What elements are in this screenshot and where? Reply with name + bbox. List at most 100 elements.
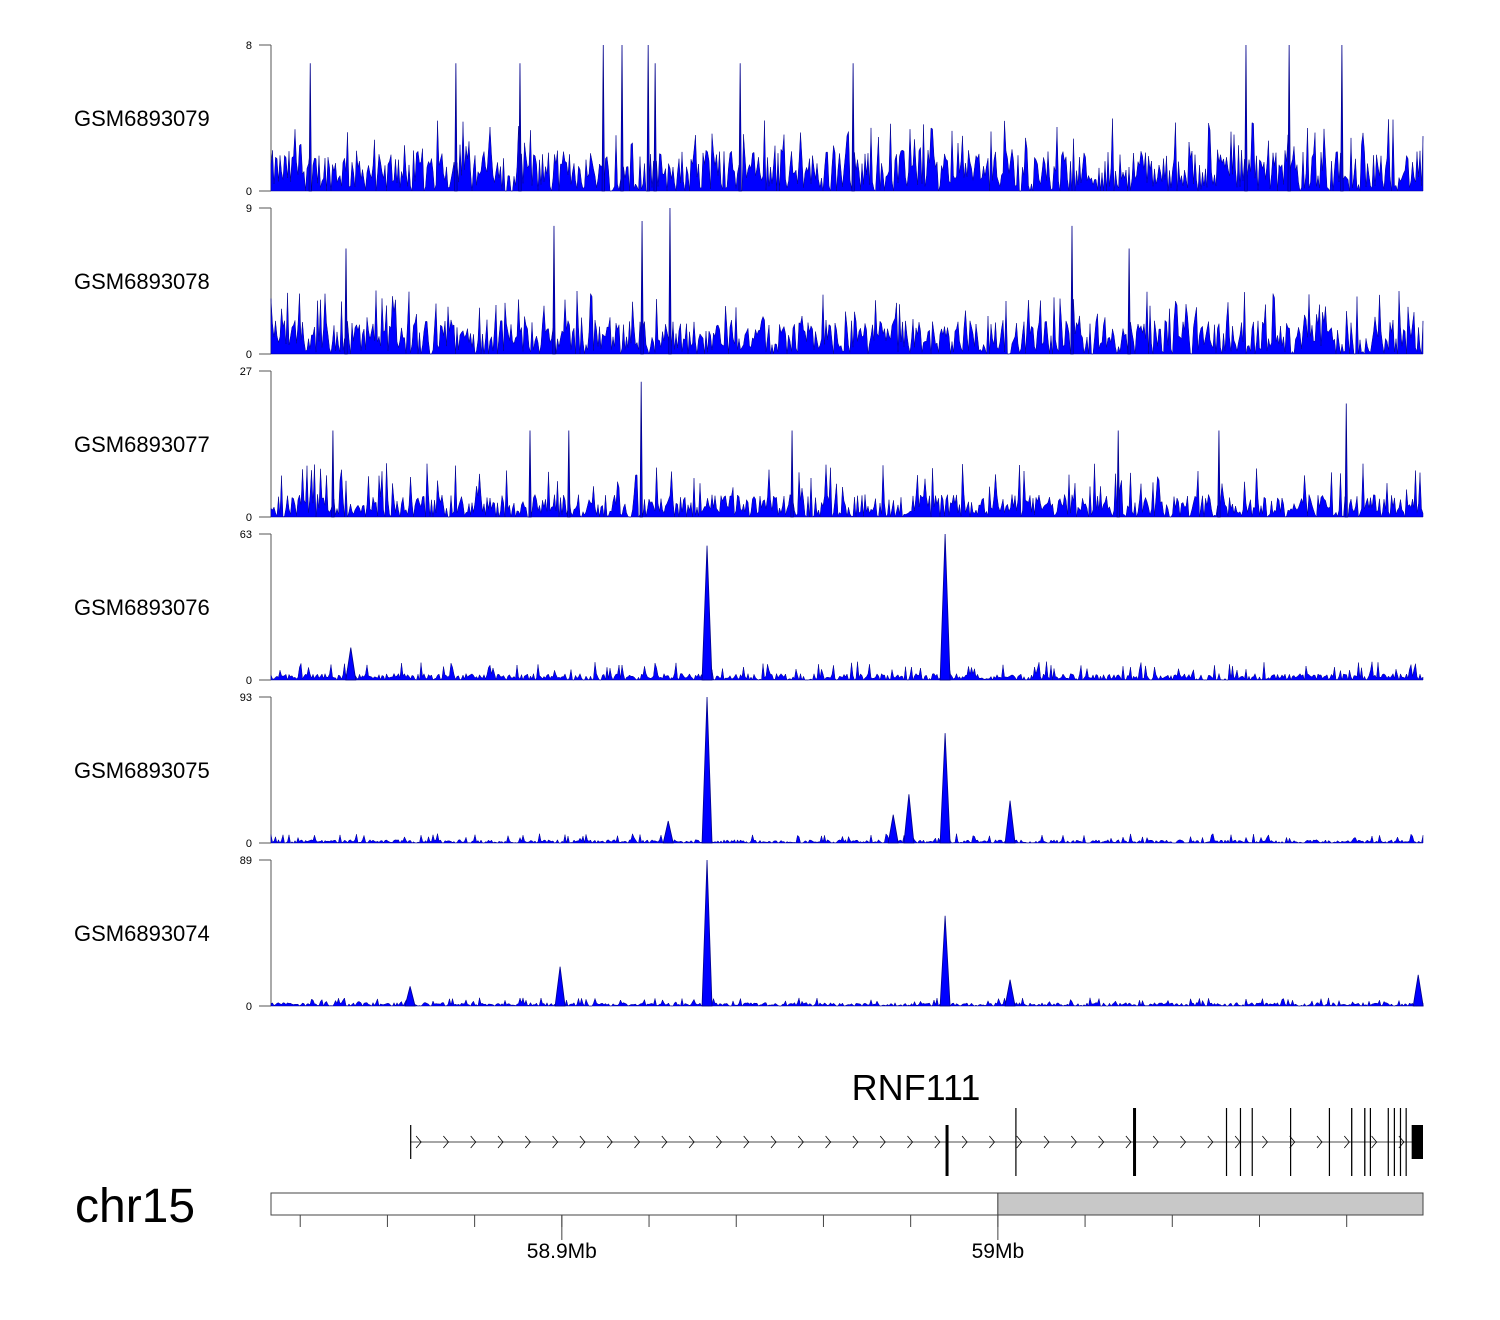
exon: [1405, 1108, 1407, 1176]
y-min-label: 0: [246, 512, 252, 524]
exon: [1251, 1108, 1253, 1176]
track-label: GSM6893076: [74, 595, 210, 620]
gene-name: RNF111: [852, 1067, 981, 1108]
strand-arrow: [1043, 1135, 1050, 1149]
strand-arrow: [443, 1135, 449, 1149]
strand-arrow: [1070, 1135, 1077, 1149]
peak: [1127, 248, 1131, 355]
strand-arrow: [1125, 1135, 1132, 1149]
strand-arrow: [1262, 1135, 1268, 1149]
strand-arrow: [961, 1135, 968, 1149]
peak: [1340, 44, 1344, 192]
genome-axis: chr15 58.9Mb 59Mb: [75, 1180, 1424, 1263]
exon: [1399, 1108, 1402, 1176]
y-min-label: 0: [246, 1001, 252, 1013]
peak: [939, 533, 951, 681]
peak: [554, 966, 566, 1007]
exon: [410, 1125, 412, 1159]
strand-arrow: [852, 1135, 859, 1149]
strand-arrow: [1152, 1135, 1159, 1149]
coverage-area: [270, 661, 1424, 681]
strand-arrow: [1371, 1135, 1378, 1149]
exon: [1239, 1108, 1242, 1176]
exon: [1393, 1108, 1395, 1176]
strand-arrow: [907, 1135, 914, 1149]
strand-arrow: [1180, 1135, 1187, 1149]
peak: [1244, 44, 1248, 192]
y-min-label: 0: [246, 838, 252, 850]
strand-arrow: [825, 1135, 832, 1149]
track-label: GSM6893074: [74, 921, 210, 946]
ideogram-highlight: [997, 1192, 1424, 1216]
y-min-label: 0: [246, 675, 252, 687]
strand-arrow: [688, 1135, 695, 1149]
track-GSM6893076: GSM6893076 63 0: [74, 529, 1424, 687]
coverage-area: [270, 118, 1424, 192]
exon: [1328, 1108, 1331, 1176]
strand-arrow: [497, 1135, 504, 1149]
exon: [1133, 1108, 1137, 1176]
strand-arrow: [470, 1135, 477, 1149]
peak: [887, 814, 899, 844]
strand-arrow: [579, 1135, 586, 1149]
y-max-label: 93: [240, 692, 252, 704]
peak: [345, 647, 357, 681]
peak: [1004, 800, 1016, 844]
track-label: GSM6893075: [74, 758, 210, 783]
peak: [701, 859, 713, 1007]
peak: [851, 63, 855, 192]
y-max-label: 89: [240, 855, 252, 867]
peak: [1344, 403, 1348, 518]
strand-arrow: [1016, 1135, 1023, 1149]
exon: [1351, 1108, 1353, 1176]
peak: [601, 44, 605, 192]
peak: [1004, 979, 1016, 1007]
exon: [1290, 1108, 1292, 1176]
track-GSM6893074: GSM6893074 89 0: [74, 855, 1424, 1013]
peak: [701, 696, 713, 844]
peak: [567, 430, 571, 518]
peak: [331, 430, 335, 518]
y-min-label: 0: [246, 186, 252, 198]
strand-arrow: [716, 1135, 722, 1149]
y-min-label: 0: [246, 349, 252, 361]
coverage-area: [270, 833, 1424, 844]
strand-arrow: [989, 1135, 995, 1149]
peak: [344, 248, 348, 355]
strand-arrow: [879, 1135, 886, 1149]
strand-arrow: [661, 1135, 668, 1149]
strand-arrow: [743, 1135, 750, 1149]
exon: [1364, 1108, 1366, 1176]
x-tick-label: 59Mb: [972, 1240, 1025, 1263]
peak: [646, 44, 650, 192]
y-max-label: 9: [246, 203, 252, 215]
peak: [404, 986, 416, 1007]
peak: [939, 733, 951, 844]
y-max-label: 8: [246, 40, 252, 52]
chromosome-label: chr15: [75, 1180, 195, 1233]
exon: [1411, 1125, 1423, 1159]
strand-arrow: [1316, 1135, 1323, 1149]
peak: [939, 915, 951, 1007]
strand-arrow: [770, 1135, 777, 1149]
strand-arrow: [524, 1135, 531, 1149]
strand-arrow: [1289, 1135, 1296, 1149]
strand-arrow: [606, 1135, 613, 1149]
x-tick-label: 58.9Mb: [527, 1240, 597, 1263]
track-label: GSM6893077: [74, 432, 210, 457]
coverage-area: [270, 290, 1424, 355]
strand-arrow: [1098, 1135, 1105, 1149]
peak: [701, 545, 713, 681]
exon: [1369, 1108, 1372, 1176]
peak: [518, 63, 522, 192]
peak: [552, 225, 556, 355]
peak: [668, 207, 672, 355]
peak: [653, 63, 657, 192]
y-max-label: 63: [240, 529, 252, 541]
ideogram-band: [270, 1192, 999, 1216]
strand-arrow: [797, 1135, 804, 1149]
exon: [945, 1125, 949, 1176]
peak: [1287, 44, 1291, 192]
